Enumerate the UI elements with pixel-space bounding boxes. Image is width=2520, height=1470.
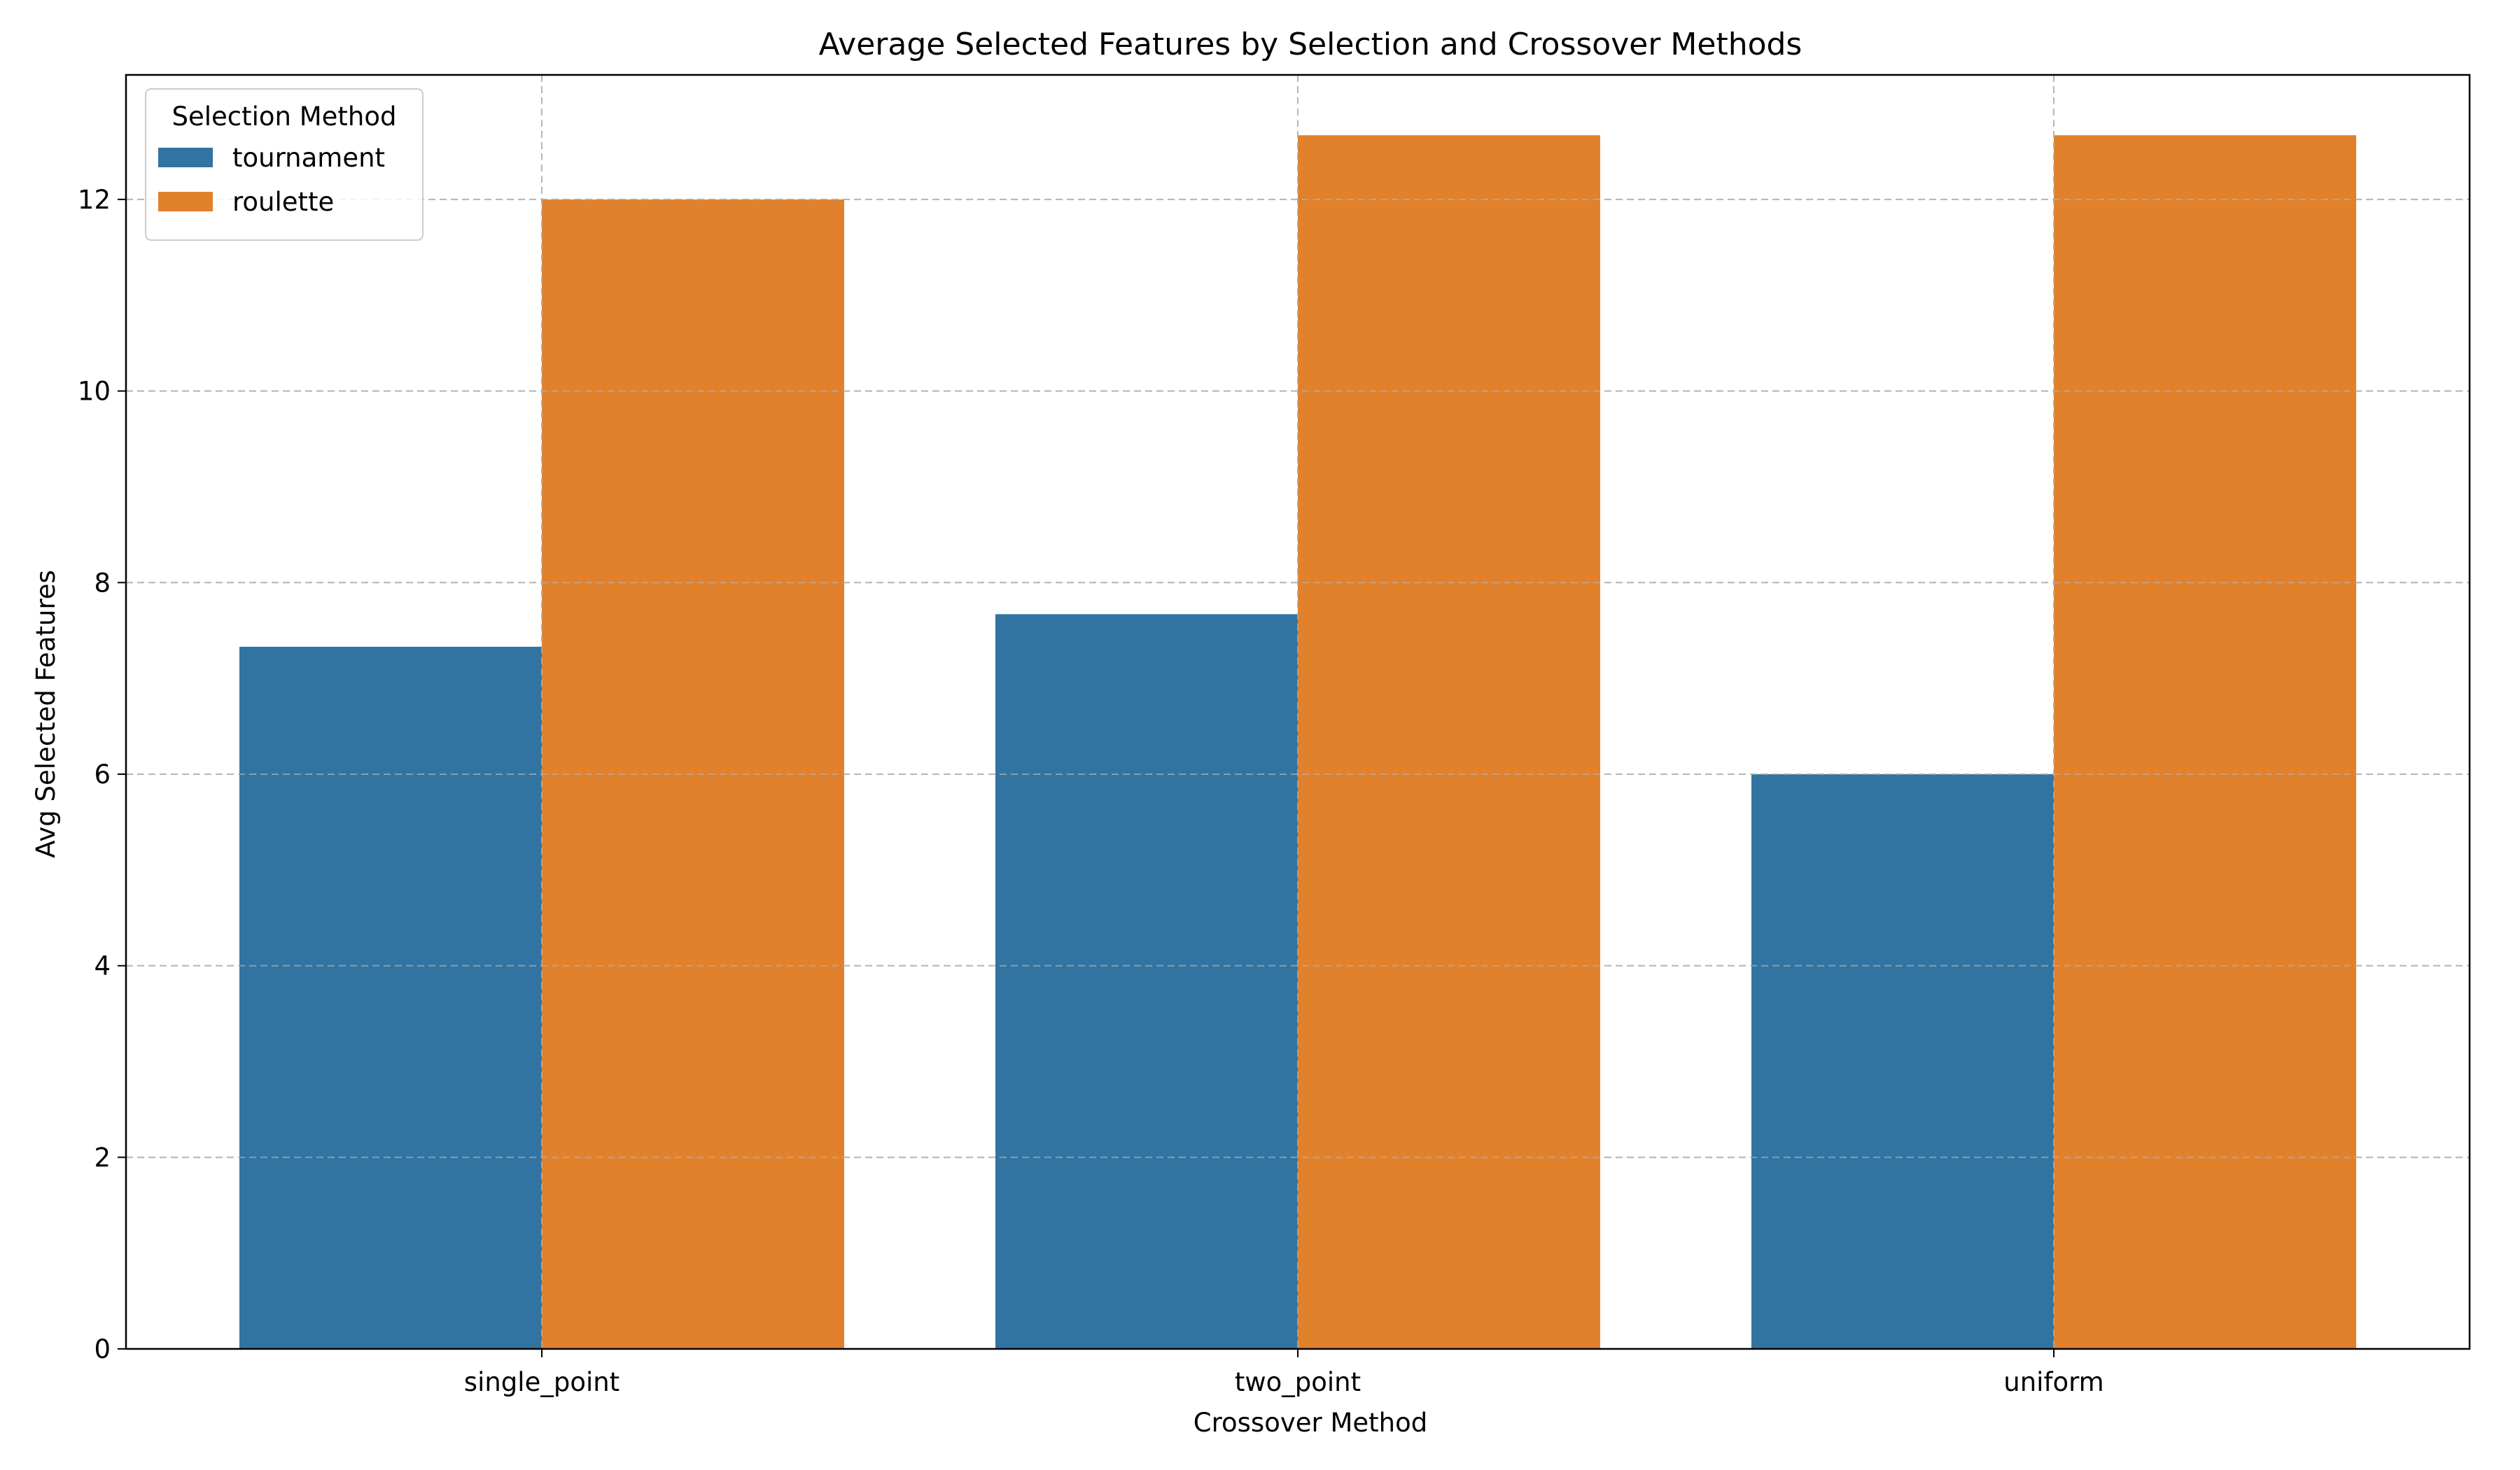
legend-label-tournament: tournament — [232, 143, 385, 173]
x-tick-label: two_point — [1235, 1367, 1361, 1397]
legend-swatch-roulette — [158, 192, 213, 211]
y-tick-label: 8 — [94, 568, 111, 598]
legend-title: Selection Method — [172, 102, 396, 132]
y-tick-label: 10 — [78, 377, 111, 407]
tick-labels: 0 2 4 6 8 10 12 single_point two_point uniform — [78, 185, 2104, 1397]
y-axis-label: Avg Selected Features — [31, 570, 61, 858]
bar-tournament-uniform — [1751, 774, 2054, 1349]
y-tick-label: 12 — [78, 185, 111, 215]
bar-tournament-single_point — [239, 646, 542, 1349]
bar-tournament-two_point — [995, 614, 1298, 1349]
y-tick-label: 6 — [94, 760, 111, 790]
bar-roulette-uniform — [2054, 135, 2356, 1349]
x-tick-label: uniform — [2003, 1367, 2104, 1397]
legend: Selection Method tournament roulette — [145, 88, 424, 241]
legend-label-roulette: roulette — [232, 187, 334, 217]
y-tick-label: 4 — [94, 951, 111, 981]
x-tick-label: single_point — [464, 1367, 620, 1397]
x-axis-label: Crossover Method — [1194, 1408, 1427, 1438]
bar-roulette-two_point — [1298, 135, 1600, 1349]
chart-title: Average Selected Features by Selection a… — [819, 27, 1802, 62]
legend-swatch-tournament — [158, 148, 213, 167]
y-tick-label: 0 — [94, 1334, 111, 1364]
y-tick-label: 2 — [94, 1142, 111, 1172]
legend-box — [145, 88, 424, 241]
